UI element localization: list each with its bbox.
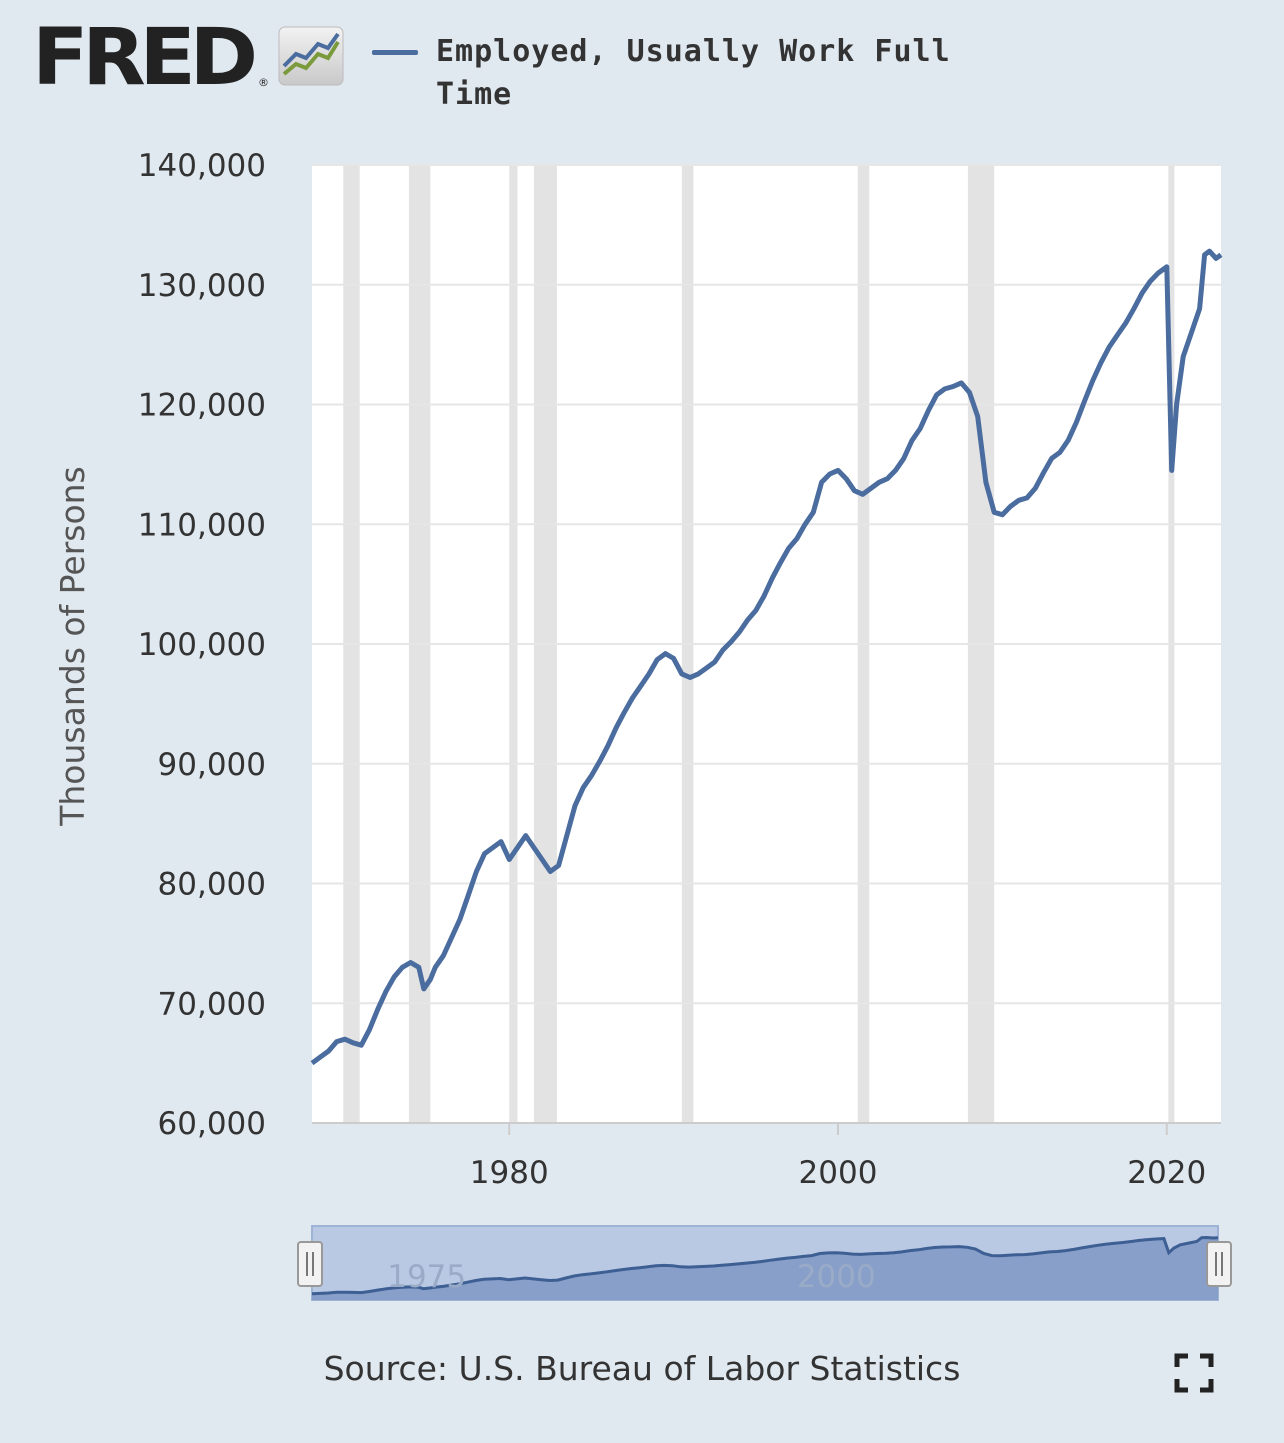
navigator-handle-right[interactable] (1206, 1241, 1232, 1287)
legend-swatch (372, 50, 418, 55)
line-chart-icon (278, 26, 344, 86)
navigator-area (312, 1237, 1218, 1300)
y-tick-label: 140,000 (138, 148, 266, 184)
legend-label: Employed, Usually Work Full Time (436, 34, 951, 112)
y-tick-label: 120,000 (138, 388, 266, 424)
source-note: Source: U.S. Bureau of Labor Statistics (323, 1349, 961, 1388)
x-tick-label: 2020 (1127, 1155, 1206, 1191)
navigator-tick-label: 2000 (797, 1259, 876, 1295)
fullscreen-icon[interactable] (1174, 1353, 1214, 1393)
y-tick-label: 110,000 (138, 507, 266, 543)
handle-body (1206, 1241, 1232, 1287)
x-tick-label: 1980 (470, 1155, 549, 1191)
y-tick-label: 60,000 (158, 1106, 266, 1142)
registered-mark: ® (258, 76, 269, 89)
y-tick-label: 80,000 (158, 867, 266, 903)
y-axis-title: Thousands of Persons (53, 466, 92, 827)
x-tick-label: 2000 (799, 1155, 878, 1191)
navigator-line (311, 1235, 1219, 1296)
y-tick-label: 100,000 (138, 627, 266, 663)
y-tick-label: 90,000 (158, 747, 266, 783)
logo-text: FRED (32, 13, 258, 103)
handle-body (297, 1241, 323, 1287)
y-tick-label: 130,000 (138, 268, 266, 304)
navigator-handle-left[interactable] (297, 1241, 323, 1287)
navigator-tick-label: 1975 (387, 1259, 466, 1295)
y-tick-label: 70,000 (158, 986, 266, 1022)
line-chart: 60,000 70,000 80,000 90,000 100,000 110,000 12… (53, 148, 1232, 1301)
series-line (310, 248, 1223, 1066)
